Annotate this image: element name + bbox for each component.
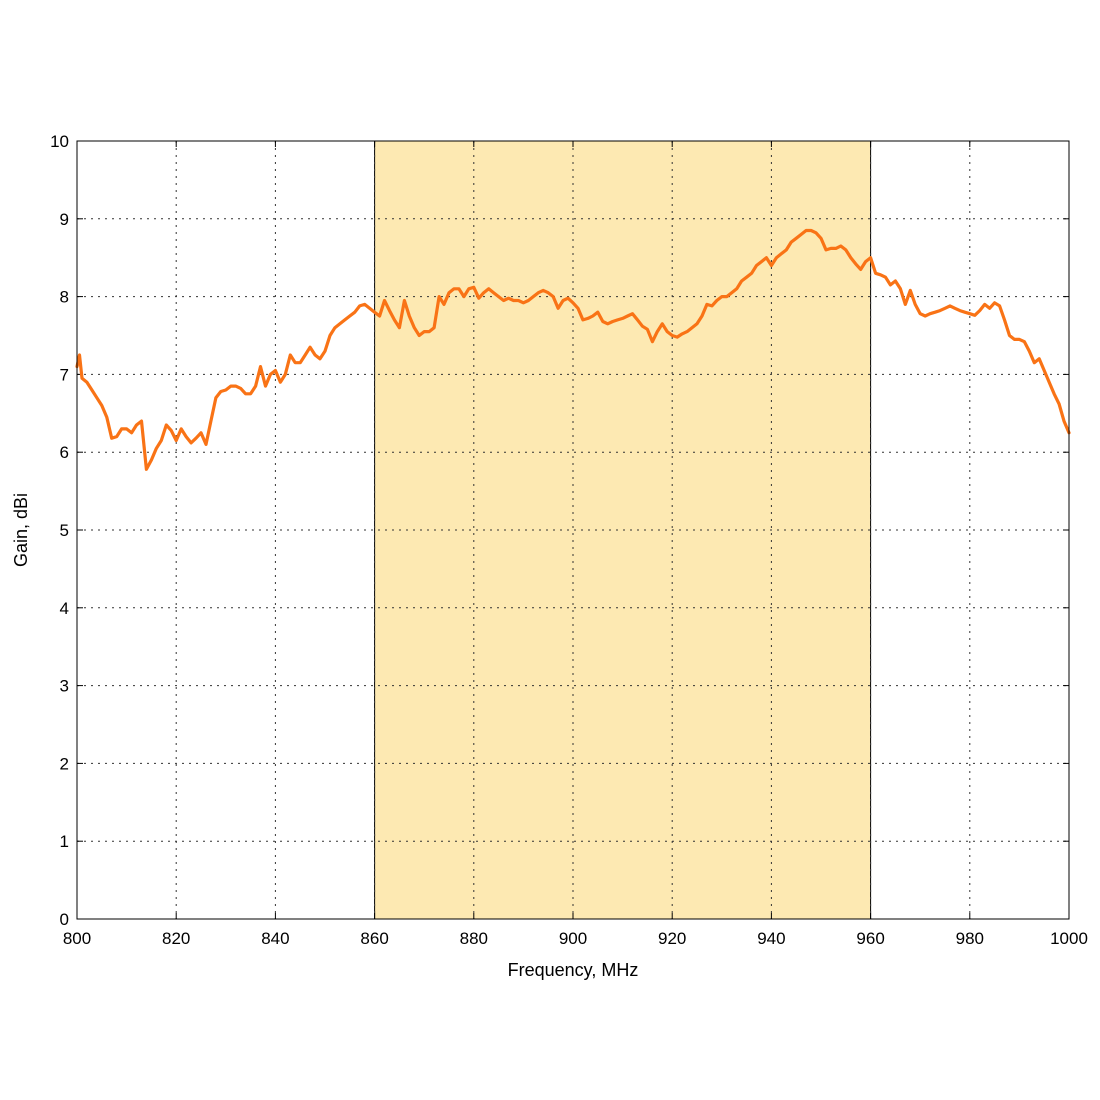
y-axis-label: Gain, dBi xyxy=(11,493,31,567)
y-tick-label: 4 xyxy=(60,599,69,618)
plot-frame xyxy=(76,140,1070,920)
grid-layer xyxy=(76,140,1070,920)
x-tick-label: 800 xyxy=(63,929,91,948)
y-tick-label: 0 xyxy=(60,910,69,929)
x-tick-label: 920 xyxy=(658,929,686,948)
y-tick-label: 3 xyxy=(60,677,69,696)
series-layer xyxy=(75,228,1071,471)
x-tick-label: 840 xyxy=(261,929,289,948)
x-axis-label: Frequency, MHz xyxy=(508,960,639,980)
y-tick-label: 7 xyxy=(60,365,69,384)
x-tick-label: 820 xyxy=(162,929,190,948)
x-tick-label: 860 xyxy=(360,929,388,948)
gain-series-line xyxy=(75,228,1071,471)
x-tick-label: 900 xyxy=(559,929,587,948)
y-tick-label: 9 xyxy=(60,210,69,229)
y-tick-label: 2 xyxy=(60,754,69,773)
y-tick-label: 8 xyxy=(60,288,69,307)
x-tick-label: 1000 xyxy=(1050,929,1088,948)
highlight-band-layer xyxy=(374,141,872,919)
y-tick-label: 10 xyxy=(50,132,69,151)
x-tick-labels: 800 820 840 860 880 900 920 940 960 980 1000 xyxy=(63,929,1088,948)
x-tick-label: 960 xyxy=(856,929,884,948)
y-tick-label: 5 xyxy=(60,521,69,540)
x-tick-label: 940 xyxy=(757,929,785,948)
y-tick-label: 1 xyxy=(60,832,69,851)
x-tick-label: 980 xyxy=(956,929,984,948)
highlight-band xyxy=(374,141,871,919)
y-tick-label: 6 xyxy=(60,443,69,462)
x-tick-label: 880 xyxy=(460,929,488,948)
y-tick-labels: 0 1 2 3 4 5 6 7 8 9 10 xyxy=(50,132,69,929)
